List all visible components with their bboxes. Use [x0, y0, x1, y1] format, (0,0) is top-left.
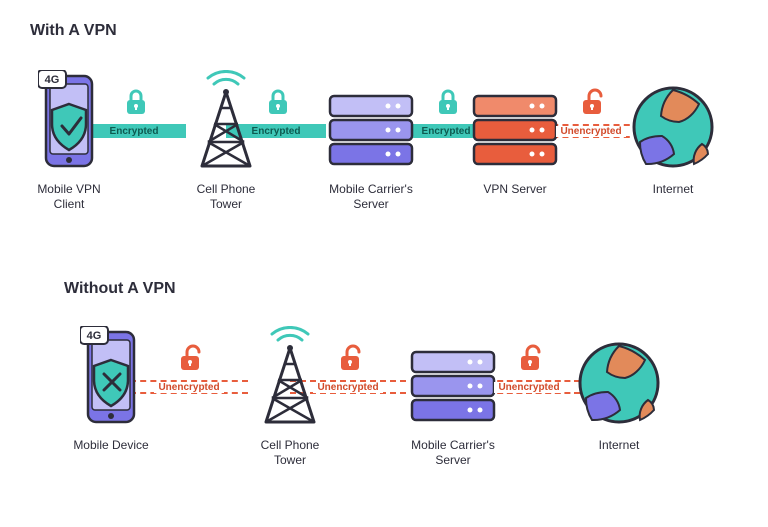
node-globe1: [630, 84, 716, 170]
connection-label: Encrypted: [106, 126, 163, 137]
connection-unencrypted: Unencrypted: [130, 380, 248, 394]
connection-label: Unencrypted: [556, 126, 625, 137]
connection-label: Unencrypted: [313, 382, 382, 393]
svg-text:4G: 4G: [45, 74, 60, 86]
node-vpnserver: [470, 92, 560, 170]
unlock-icon: [580, 88, 602, 114]
connection-label: Unencrypted: [154, 382, 223, 393]
svg-text:4G: 4G: [87, 330, 102, 342]
node-server2: [408, 348, 498, 426]
connection-label: Encrypted: [248, 126, 305, 137]
connection-label: Unencrypted: [494, 382, 563, 393]
node-tower1: [186, 70, 266, 170]
tower-icon: [250, 326, 330, 426]
node-label: Cell Phone Tower: [230, 438, 350, 468]
connection-label: Encrypted: [418, 126, 475, 137]
node-phone-novpn: 4G: [80, 326, 142, 426]
title-without-vpn: Without A VPN: [64, 280, 176, 298]
unlock-icon: [518, 344, 540, 370]
unlock-icon: [338, 344, 360, 370]
node-phone-vpn: 4G: [38, 70, 100, 170]
node-label: Internet: [559, 438, 679, 453]
tower-icon: [186, 70, 266, 170]
node-label: Internet: [613, 182, 733, 197]
node-label: Mobile Device: [51, 438, 171, 453]
node-label: VPN Server: [455, 182, 575, 197]
node-tower2: [250, 326, 330, 426]
node-label: Cell Phone Tower: [166, 182, 286, 212]
server-orange-icon: [470, 92, 560, 170]
server-blue-icon: [408, 348, 498, 426]
node-server1: [326, 92, 416, 170]
lock-icon: [124, 88, 146, 114]
phone-icon: 4G: [80, 326, 142, 426]
globe-icon: [576, 340, 662, 426]
connection-unencrypted: Unencrypted: [542, 124, 640, 138]
globe-icon: [630, 84, 716, 170]
lock-icon: [436, 88, 458, 114]
title-with-vpn: With A VPN: [30, 22, 117, 40]
server-blue-icon: [326, 92, 416, 170]
node-label: Mobile Carrier's Server: [393, 438, 513, 468]
node-globe2: [576, 340, 662, 426]
phone-icon: 4G: [38, 70, 100, 170]
unlock-icon: [178, 344, 200, 370]
node-label: Mobile Carrier's Server: [311, 182, 431, 212]
node-label: Mobile VPN Client: [9, 182, 129, 212]
lock-icon: [266, 88, 288, 114]
